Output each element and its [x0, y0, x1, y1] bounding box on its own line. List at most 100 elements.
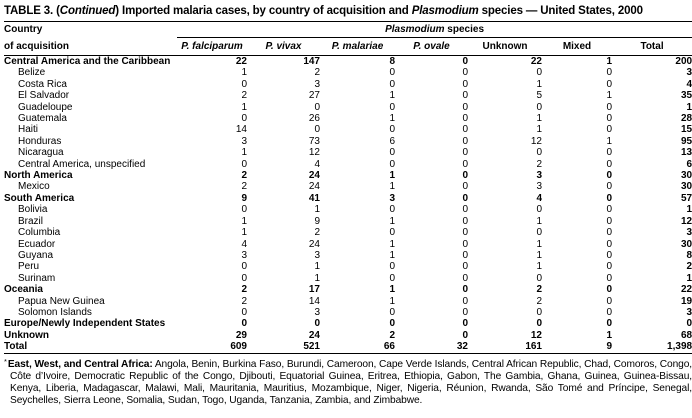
cell-value: 1: [536, 261, 542, 273]
row-label: Bolivia: [18, 204, 48, 216]
cell-value: 0: [241, 204, 247, 216]
cell-value: 3: [314, 78, 320, 90]
cell-value: 1: [606, 56, 612, 67]
cell-value: 15: [680, 124, 692, 136]
cell-value: 24: [308, 170, 320, 182]
footnote-asterisk: *: [4, 356, 7, 366]
row-label: Peru: [18, 261, 40, 273]
cell-value: 0: [536, 227, 542, 239]
cell-value: 29: [235, 329, 247, 341]
cell-value: 12: [530, 135, 542, 147]
cell-value: 9: [314, 215, 320, 227]
row-label: South America: [4, 192, 75, 204]
cell-value: 1: [686, 204, 692, 216]
cell-value: 0: [606, 318, 612, 330]
cell-value: 0: [389, 272, 395, 284]
cell-value: 0: [606, 295, 612, 307]
column-header: P. falciparum: [177, 37, 247, 56]
cell-value: 0: [606, 181, 612, 193]
row-label: Papua New Guinea: [18, 295, 105, 307]
cell-value: 0: [389, 101, 395, 113]
cell-value: 2: [241, 295, 247, 307]
cell-value: 609: [177, 341, 247, 354]
cell-value: 1: [389, 295, 395, 307]
country-header-line2: of acquisition: [4, 37, 177, 56]
cell-value: 200: [675, 56, 692, 67]
cell-value: 12: [530, 329, 542, 341]
cell-value: 0: [314, 101, 320, 113]
cell-value: 0: [241, 272, 247, 284]
cell-value: 0: [606, 78, 612, 90]
cell-value: 22: [680, 284, 692, 296]
table-row: North America 2 24 1 0 3 0 30: [4, 170, 692, 181]
row-label: Solomon Islands: [18, 306, 92, 318]
table-body: Central America and the Caribbean 22 147 8 0…: [4, 56, 692, 354]
cell-value: 24: [308, 329, 320, 341]
footnote-region-label: East, West, and Central Africa:: [7, 358, 153, 370]
cell-value: 1: [241, 67, 247, 79]
row-label: Columbia: [18, 227, 61, 239]
row-label: Brazil: [18, 215, 44, 227]
cell-value: 3: [686, 306, 692, 318]
cell-value: 147: [303, 56, 320, 67]
cell-value: 73: [308, 135, 320, 147]
cell-value: 0: [536, 318, 542, 330]
cell-value: 3: [241, 135, 247, 147]
cell-value: 1: [536, 78, 542, 90]
cell-value: 0: [462, 181, 468, 193]
cell-value: 0: [606, 284, 612, 296]
column-header: Unknown: [468, 37, 542, 56]
cell-value: 0: [462, 215, 468, 227]
species-group-italic: Plasmodium: [385, 24, 445, 35]
cell-value: 2: [536, 295, 542, 307]
title-segment: ) Imported malaria cases, by country of …: [115, 5, 412, 17]
table-row: Guadeloupe 1 0 0 0 0 0 1: [4, 102, 692, 113]
row-label: Haiti: [18, 124, 39, 136]
row-label: El Salvador: [18, 90, 70, 102]
cell-value: 1,398: [612, 341, 692, 354]
table-row: Central America, unspecified 0 4 0 0 2 0 6: [4, 159, 692, 170]
table-row: Honduras 3 73 6 0 12 1 95: [4, 136, 692, 147]
cell-value: 4: [686, 78, 692, 90]
cell-value: 0: [314, 124, 320, 136]
cell-value: 32: [395, 341, 468, 354]
cell-value: 13: [680, 147, 692, 159]
cell-value: 27: [308, 90, 320, 102]
cell-value: 3: [314, 249, 320, 261]
cell-value: 0: [606, 215, 612, 227]
table-head: Country Plasmodium species of acquisitio…: [4, 21, 692, 56]
cell-value: 2: [536, 158, 542, 170]
table-row: Total 609 521 66 32 161 9 1,398: [4, 341, 692, 354]
table-row: Guyana 3 3 1 0 1 0 8: [4, 250, 692, 261]
cell-value: 0: [241, 306, 247, 318]
cell-value: 1: [314, 204, 320, 216]
cell-value: 1: [241, 147, 247, 159]
cell-value: 22: [235, 56, 247, 67]
cell-value: 0: [462, 147, 468, 159]
cell-value: 0: [462, 67, 468, 79]
cell-value: 1: [389, 284, 395, 296]
cell-value: 0: [462, 135, 468, 147]
cell-value: 8: [389, 56, 395, 67]
cell-value: 0: [241, 318, 247, 330]
species-group-header: Plasmodium species: [177, 21, 692, 38]
table-row: Unknown 29 24 2 0 12 1 68: [4, 330, 692, 341]
cell-value: 0: [462, 124, 468, 136]
row-label: North America: [4, 170, 73, 182]
cell-value: 0: [241, 158, 247, 170]
column-header: P. ovale: [395, 37, 468, 56]
cell-value: 0: [462, 101, 468, 113]
cell-value: 0: [462, 295, 468, 307]
cell-value: 30: [680, 170, 692, 182]
cell-value: 0: [536, 147, 542, 159]
table-title: TABLE 3. (Continued) Imported malaria ca…: [4, 4, 692, 18]
cell-value: 24: [308, 181, 320, 193]
cell-value: 0: [606, 192, 612, 204]
table-row: Brazil 1 9 1 0 1 0 12: [4, 216, 692, 227]
cell-value: 2: [686, 261, 692, 273]
cell-value: 0: [536, 306, 542, 318]
table-row: Belize 1 2 0 0 0 0 3: [4, 67, 692, 78]
cell-value: 4: [241, 238, 247, 250]
cell-value: 0: [462, 158, 468, 170]
cell-value: 0: [606, 238, 612, 250]
